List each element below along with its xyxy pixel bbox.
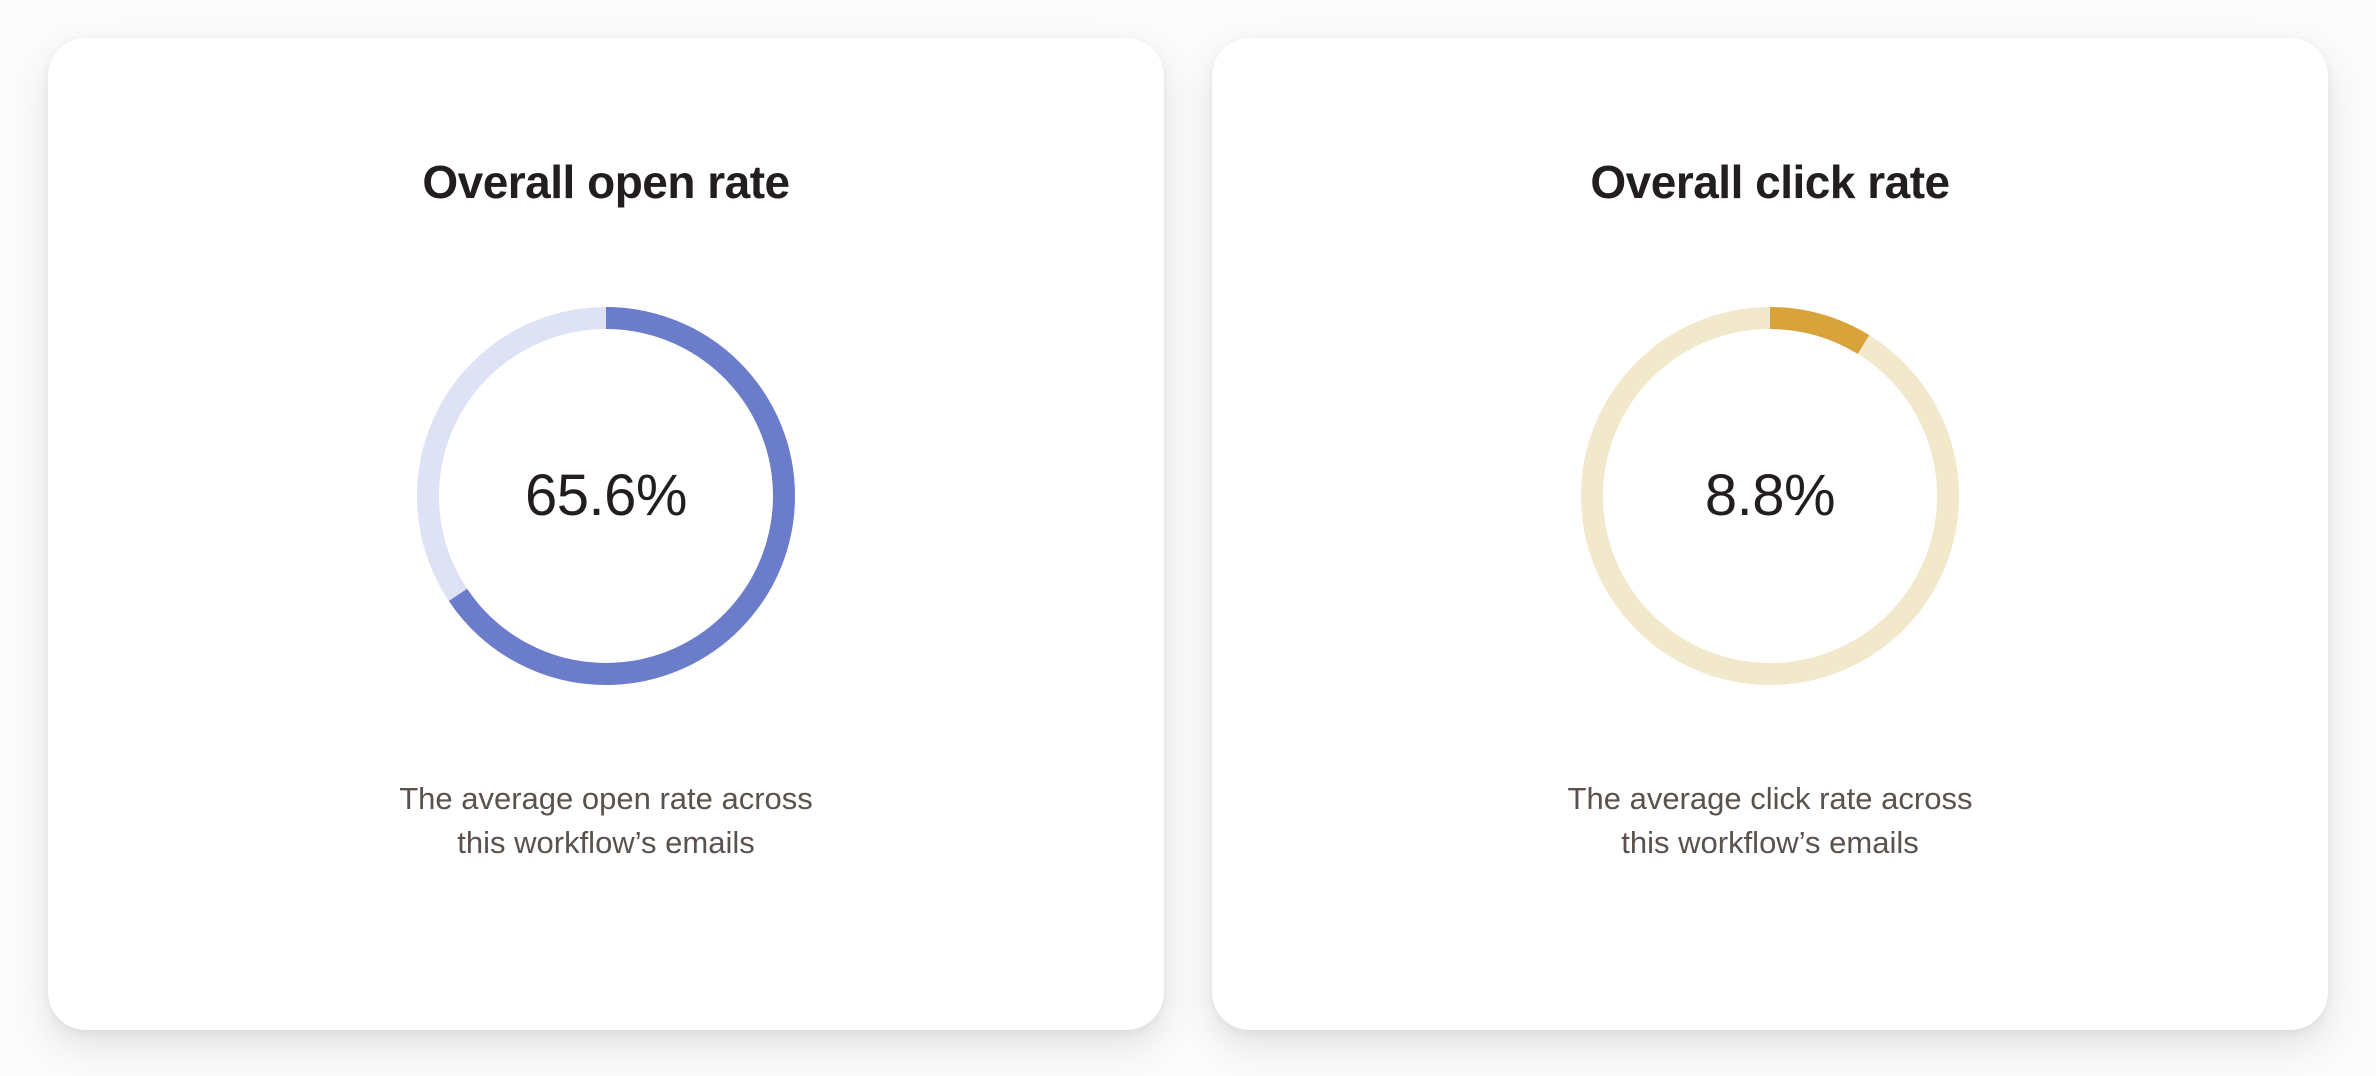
click-rate-card-title: Overall click rate bbox=[1590, 156, 1950, 208]
click-rate-donut-svg bbox=[1581, 306, 1959, 685]
click-rate-donut-chart: 8.8% bbox=[1581, 306, 1959, 685]
open-rate-description-line2: this workflow’s emails bbox=[457, 824, 755, 860]
click-rate-card: Overall click rate 8.8% The average clic… bbox=[1212, 38, 2328, 1030]
open-rate-value: 65.6% bbox=[525, 463, 687, 529]
open-rate-donut-chart: 65.6% bbox=[417, 306, 795, 685]
open-rate-description: The average open rate across this workfl… bbox=[399, 777, 813, 865]
click-rate-description-line1: The average click rate across bbox=[1567, 780, 1973, 816]
click-rate-description: The average click rate across this workf… bbox=[1568, 777, 1973, 865]
open-rate-donut-svg bbox=[417, 306, 795, 685]
click-rate-value: 8.8% bbox=[1704, 463, 1836, 529]
open-rate-description-line1: The average open rate across bbox=[399, 780, 813, 816]
open-rate-card: Overall open rate 65.6% The average open… bbox=[48, 38, 1164, 1030]
open-rate-card-title: Overall open rate bbox=[422, 156, 790, 208]
donut-progress-ring bbox=[1581, 306, 1959, 685]
click-rate-description-line2: this workflow’s emails bbox=[1621, 824, 1919, 860]
donut-progress-ring bbox=[417, 306, 795, 685]
stats-cards-row: Overall open rate 65.6% The average open… bbox=[48, 38, 2328, 1030]
